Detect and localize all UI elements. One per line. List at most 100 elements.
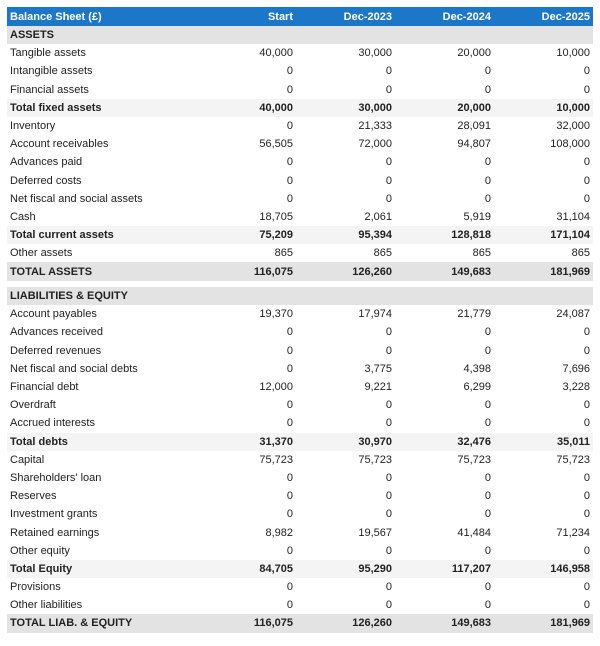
cell-value: 0 xyxy=(484,156,491,169)
table-row: Deferred costs 0 0 0 0 xyxy=(7,172,593,190)
table-row: Deferred revenues 0 0 0 0 xyxy=(7,342,593,360)
cell-value: 0 xyxy=(286,508,293,521)
cell-value: 0 xyxy=(583,544,591,557)
cell-value: 0 xyxy=(484,581,491,594)
cell-value: 10,000 xyxy=(556,47,590,60)
grand-total-row: TOTAL LIAB. & EQUITY 116,075 126,260 149,68… xyxy=(7,614,594,633)
cell-value: 95,290 xyxy=(296,559,395,578)
cell-value: 30,000 xyxy=(296,98,395,117)
cell-value: 149,683 xyxy=(395,614,494,633)
cell-value: 3,228 xyxy=(562,381,591,394)
cell-value: 126,260 xyxy=(296,614,395,633)
table-row: Other equity 0 0 0 0 xyxy=(7,542,593,560)
cell-value: 0 xyxy=(286,599,293,612)
cell-value: 181,969 xyxy=(494,262,593,281)
cell-value: 117,207 xyxy=(395,559,494,578)
row-label: Shareholders' loan xyxy=(10,471,102,484)
cell-value: 0 xyxy=(484,471,491,484)
row-label: Investment grants xyxy=(10,508,98,521)
row-label: Financial debt xyxy=(10,381,79,394)
section-header-liabilities: LIABILITIES & EQUITY xyxy=(7,287,594,306)
subtotal-row: Total debts 31,370 30,970 32,476 35,011 xyxy=(7,432,594,451)
cell-value: 0 xyxy=(385,326,392,339)
row-label: TOTAL LIAB. & EQUITY xyxy=(7,614,197,633)
cell-value: 75,209 xyxy=(197,226,296,245)
cell-value: 0 xyxy=(286,490,293,503)
row-label: Capital xyxy=(10,453,45,466)
cell-value: 126,260 xyxy=(296,262,395,281)
cell-value: 10,000 xyxy=(494,98,593,117)
cell-value: 0 xyxy=(484,599,491,612)
row-label: Account receivables xyxy=(10,138,109,151)
cell-value: 0 xyxy=(583,417,591,430)
cell-value: 171,104 xyxy=(494,226,593,245)
row-label: Advances received xyxy=(10,326,103,339)
table-row: Account payables 19,370 17,974 21,779 24,087 xyxy=(7,305,593,323)
cell-value: 17,974 xyxy=(358,308,392,321)
cell-value: 30,000 xyxy=(358,47,392,60)
table-row: Other liabilities 0 0 0 0 xyxy=(7,596,593,614)
cell-value: 19,567 xyxy=(358,526,392,539)
row-label: Other assets xyxy=(10,247,73,260)
cell-value: 75,723 xyxy=(556,453,591,466)
cell-value: 0 xyxy=(583,581,591,594)
row-label: Financial assets xyxy=(10,83,89,96)
row-label: Inventory xyxy=(10,120,56,133)
cell-value: 0 xyxy=(484,174,491,187)
row-label: Deferred costs xyxy=(10,174,82,187)
cell-value: 0 xyxy=(583,490,591,503)
cell-value: 0 xyxy=(385,83,392,96)
cell-value: 35,011 xyxy=(494,432,594,451)
cell-value: 9,221 xyxy=(364,381,392,394)
cell-value: 8,982 xyxy=(265,526,293,539)
table-row: Overdraft 0 0 0 0 xyxy=(7,396,593,414)
row-label: Total Equity xyxy=(7,559,197,578)
cell-value: 181,969 xyxy=(494,614,594,633)
cell-value: 146,958 xyxy=(494,559,594,578)
cell-value: 94,807 xyxy=(457,138,491,151)
cell-value: 0 xyxy=(385,399,392,412)
cell-value: 0 xyxy=(286,399,293,412)
subtotal-row: Total Equity 84,705 95,290 117,207 146,958 xyxy=(7,559,594,578)
cell-value: 7,696 xyxy=(562,362,591,375)
table-row: Cash 18,705 2,061 5,919 31,104 xyxy=(7,208,593,226)
subtotal-row: Total fixed assets 40,000 30,000 20,000 10,0… xyxy=(7,98,593,117)
table-row: Accrued interests 0 0 0 0 xyxy=(7,414,593,432)
cell-value: 32,476 xyxy=(395,432,494,451)
cell-value: 0 xyxy=(286,83,293,96)
cell-value: 71,234 xyxy=(556,526,591,539)
cell-value: 0 xyxy=(286,344,293,357)
column-header: Dec-2023 xyxy=(296,7,395,26)
table-row: Reserves 0 0 0 0 xyxy=(7,487,593,505)
cell-value: 0 xyxy=(583,192,590,205)
row-label: Retained earnings xyxy=(10,526,100,539)
cell-value: 0 xyxy=(484,417,491,430)
cell-value: 0 xyxy=(286,174,293,187)
cell-value: 0 xyxy=(385,581,392,594)
row-label: Net fiscal and social assets xyxy=(10,192,143,205)
cell-value: 865 xyxy=(373,247,392,260)
cell-value: 0 xyxy=(385,544,392,557)
row-label: Intangible assets xyxy=(10,65,93,78)
cell-value: 0 xyxy=(484,490,491,503)
table-row: Advances received 0 0 0 0 xyxy=(7,323,593,341)
cell-value: 40,000 xyxy=(197,98,296,117)
cell-value: 75,723 xyxy=(259,453,293,466)
row-label: Other liabilities xyxy=(10,599,83,612)
cell-value: 0 xyxy=(286,156,293,169)
cell-value: 20,000 xyxy=(395,98,494,117)
cell-value: 72,000 xyxy=(358,138,392,151)
row-label: Net fiscal and social debts xyxy=(10,362,138,375)
row-label: Tangible assets xyxy=(10,47,86,60)
row-label: Cash xyxy=(10,210,36,223)
row-label: Other equity xyxy=(10,544,70,557)
row-label: Provisions xyxy=(10,581,61,594)
section-title: ASSETS xyxy=(7,26,593,45)
table-row: Advances paid 0 0 0 0 xyxy=(7,153,593,171)
cell-value: 0 xyxy=(583,508,591,521)
subtotal-row: Total current assets 75,209 95,394 128,818 1… xyxy=(7,226,593,245)
cell-value: 0 xyxy=(286,192,293,205)
row-label: TOTAL ASSETS xyxy=(7,262,197,281)
table-row: Net fiscal and social debts 0 3,775 4,398 7,… xyxy=(7,360,593,378)
row-label: Reserves xyxy=(10,490,57,503)
